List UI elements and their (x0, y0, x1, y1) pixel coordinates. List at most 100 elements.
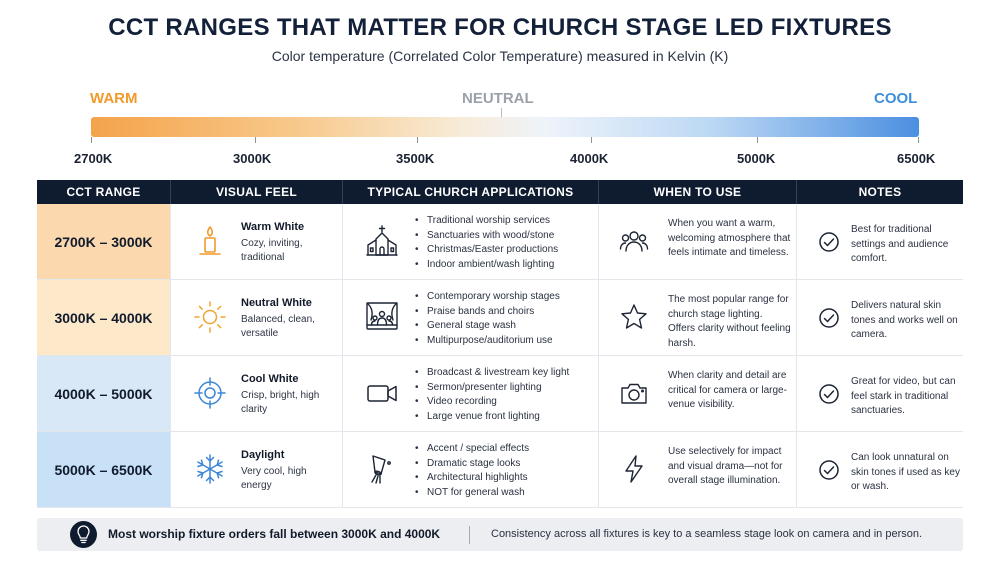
visual-feel-cell: Warm White Cozy, inviting, traditional (171, 204, 343, 279)
check-circle-icon (818, 231, 840, 253)
scale-tick-label: 3000K (233, 151, 272, 166)
footer-divider (469, 526, 470, 544)
note-text: Delivers natural skin tones and works we… (851, 300, 958, 340)
list-item: Architectural highlights (415, 471, 529, 486)
list-item: Video recording (415, 395, 569, 410)
scale-tick (91, 137, 92, 143)
page-subtitle: Color temperature (Correlated Color Temp… (271, 48, 729, 64)
notes-cell: Can look unnatural on skin tones if used… (797, 432, 963, 507)
scale-warm-label: WARM (90, 90, 138, 107)
lightning-icon (619, 454, 649, 484)
list-item: Indoor ambient/wash lighting (415, 258, 558, 273)
header-visual-feel: VISUAL FEEL (171, 180, 343, 204)
feel-title: Cool White (241, 373, 299, 385)
feel-description: Crisp, bright, high clarity (241, 390, 320, 415)
table-row: 5000K – 6500K Daylight Very cool, high e… (37, 432, 963, 508)
applications-cell: Accent / special effects Dramatic stage … (343, 432, 599, 507)
notes-cell: Great for video, but can feel stark in t… (797, 356, 963, 431)
applications-cell: Broadcast & livestream key light Sermon/… (343, 356, 599, 431)
table-row: 2700K – 3000K Warm White Cozy, inviting,… (37, 204, 963, 280)
visual-feel-cell: Cool White Crisp, bright, high clarity (171, 356, 343, 431)
applications-list: Accent / special effects Dramatic stage … (415, 442, 529, 500)
cct-range-cell: 2700K – 3000K (37, 204, 171, 279)
applications-cell: Contemporary worship stages Praise bands… (343, 280, 599, 355)
list-item: Large venue front lighting (415, 410, 569, 425)
header-applications: TYPICAL CHURCH APPLICATIONS (343, 180, 599, 204)
scale-tick (757, 137, 758, 143)
check-circle-icon (818, 307, 840, 329)
list-item: Multipurpose/auditorium use (415, 334, 560, 349)
note-text: Best for traditional settings and audien… (851, 224, 949, 264)
check-circle-icon (818, 383, 840, 405)
when-to-use-cell: Use selectively for impact and visual dr… (599, 432, 797, 507)
camera-icon (619, 378, 649, 408)
lightbulb-icon (70, 521, 97, 548)
when-to-use-text: When clarity and detail are critical for… (668, 370, 787, 410)
cct-gradient-bar (91, 117, 919, 137)
snowflake-icon (193, 452, 227, 486)
visual-feel-cell: Daylight Very cool, high energy (171, 432, 343, 507)
footer-banner: Most worship fixture orders fall between… (37, 518, 963, 551)
star-icon (619, 302, 649, 332)
target-icon (193, 376, 227, 410)
scale-tick (417, 137, 418, 143)
list-item: Contemporary worship stages (415, 290, 560, 305)
when-to-use-text: The most popular range for church stage … (668, 294, 791, 349)
check-circle-icon (818, 459, 840, 481)
scale-cool-label: COOL (874, 90, 918, 107)
scale-tick-label: 3500K (396, 151, 435, 166)
applications-list: Traditional worship services Sanctuaries… (415, 214, 558, 272)
table-row: 3000K – 4000K Neutral White Balanced, cl… (37, 280, 963, 356)
list-item: Praise bands and choirs (415, 305, 560, 320)
visual-feel-cell: Neutral White Balanced, clean, versatile (171, 280, 343, 355)
scale-tick-label: 5000K (737, 151, 776, 166)
scale-tick (255, 137, 256, 143)
table-row: 4000K – 5000K Cool White Crisp, bright, … (37, 356, 963, 432)
feel-title: Daylight (241, 449, 285, 461)
list-item: Sermon/presenter lighting (415, 381, 569, 396)
feel-title: Warm White (241, 221, 305, 233)
footer-main-text: Most worship fixture orders fall between… (108, 527, 441, 541)
video-camera-icon (365, 376, 399, 410)
scale-neutral-marker (501, 108, 502, 118)
applications-cell: Traditional worship services Sanctuaries… (343, 204, 599, 279)
list-item: Christmas/Easter productions (415, 243, 558, 258)
list-item: NOT for general wash (415, 486, 529, 501)
list-item: Dramatic stage looks (415, 457, 529, 472)
cct-table: CCT RANGE VISUAL FEEL TYPICAL CHURCH APP… (37, 180, 963, 508)
list-item: Accent / special effects (415, 442, 529, 457)
stage-icon (365, 300, 399, 334)
applications-list: Broadcast & livestream key light Sermon/… (415, 366, 569, 424)
header-notes: NOTES (858, 185, 902, 199)
scale-tick-label: 4000K (570, 151, 609, 166)
candle-icon (193, 224, 227, 258)
when-to-use-cell: When clarity and detail are critical for… (599, 356, 797, 431)
feel-description: Very cool, high energy (241, 466, 307, 491)
applications-list: Contemporary worship stages Praise bands… (415, 290, 560, 348)
feel-description: Balanced, clean, versatile (241, 314, 315, 339)
feel-title: Neutral White (241, 297, 312, 309)
people-icon (619, 226, 649, 256)
feel-description: Cozy, inviting, traditional (241, 238, 303, 263)
note-text: Great for video, but can feel stark in t… (851, 376, 956, 416)
spotlight-icon (365, 452, 399, 486)
when-to-use-text: When you want a warm, welcoming atmosphe… (668, 218, 791, 258)
table-header: CCT RANGE VISUAL FEEL TYPICAL CHURCH APP… (37, 180, 963, 204)
cct-range-cell: 4000K – 5000K (37, 356, 171, 431)
cct-range-cell: 3000K – 4000K (37, 280, 171, 355)
page-title: CCT RANGES THAT MATTER FOR CHURCH STAGE … (108, 14, 892, 41)
list-item: General stage wash (415, 319, 560, 334)
church-icon (365, 224, 399, 258)
scale-tick-label: 2700K (74, 151, 113, 166)
footer-sub-text: Consistency across all fixtures is key t… (491, 528, 923, 540)
sun-icon (193, 300, 227, 334)
scale-tick (591, 137, 592, 143)
when-to-use-text: Use selectively for impact and visual dr… (668, 446, 783, 486)
when-to-use-cell: When you want a warm, welcoming atmosphe… (599, 204, 797, 279)
note-text: Can look unnatural on skin tones if used… (851, 452, 960, 492)
scale-neutral-label: NEUTRAL (462, 90, 534, 107)
scale-tick (918, 137, 919, 143)
when-to-use-cell: The most popular range for church stage … (599, 280, 797, 355)
header-cct-range: CCT RANGE (37, 180, 171, 204)
header-when-to-use: WHEN TO USE (599, 180, 797, 204)
